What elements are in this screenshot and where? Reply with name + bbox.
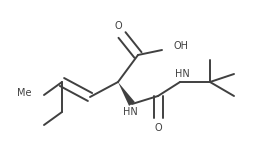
Text: O: O <box>154 123 162 133</box>
Text: O: O <box>114 21 122 31</box>
Text: HN: HN <box>174 69 189 79</box>
Polygon shape <box>118 82 135 106</box>
Text: OH: OH <box>174 41 189 51</box>
Text: Me: Me <box>18 88 32 98</box>
Text: HN: HN <box>123 107 137 117</box>
